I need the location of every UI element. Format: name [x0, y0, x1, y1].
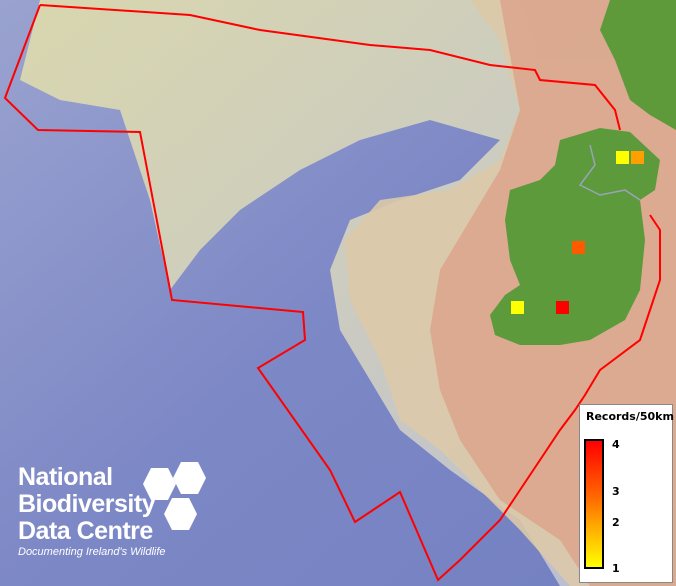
nbdc-logo: National Biodiversity Data Centre Docume… — [18, 462, 206, 558]
legend-title: Records/50km — [586, 410, 674, 423]
logo-line-2: Biodiversity — [18, 490, 156, 518]
eez-boundary — [39, 4, 621, 131]
legend-tick-2: 2 — [612, 516, 620, 529]
legend-tick-3: 3 — [612, 485, 620, 498]
logo-tagline: Documenting Ireland's Wildlife — [18, 546, 166, 558]
legend-tick-4: 4 — [612, 438, 620, 451]
ireland-land — [490, 128, 660, 345]
hexagon-logo-icon — [143, 462, 206, 530]
legend-tick-1: 1 — [612, 562, 620, 575]
legend: Records/50km 4 3 2 1 — [579, 404, 674, 583]
logo-line-3: Data Centre — [18, 517, 153, 545]
ni-border — [578, 144, 641, 201]
logo-line-1: National — [18, 463, 113, 491]
record-square[interactable] — [631, 151, 644, 164]
record-square[interactable] — [556, 301, 569, 314]
britain-land — [600, 0, 676, 130]
record-square[interactable] — [616, 151, 629, 164]
record-squares — [511, 151, 644, 314]
record-square[interactable] — [572, 241, 585, 254]
eez-boundary-west — [3, 4, 661, 582]
record-square[interactable] — [511, 301, 524, 314]
legend-color-bar — [584, 439, 604, 569]
